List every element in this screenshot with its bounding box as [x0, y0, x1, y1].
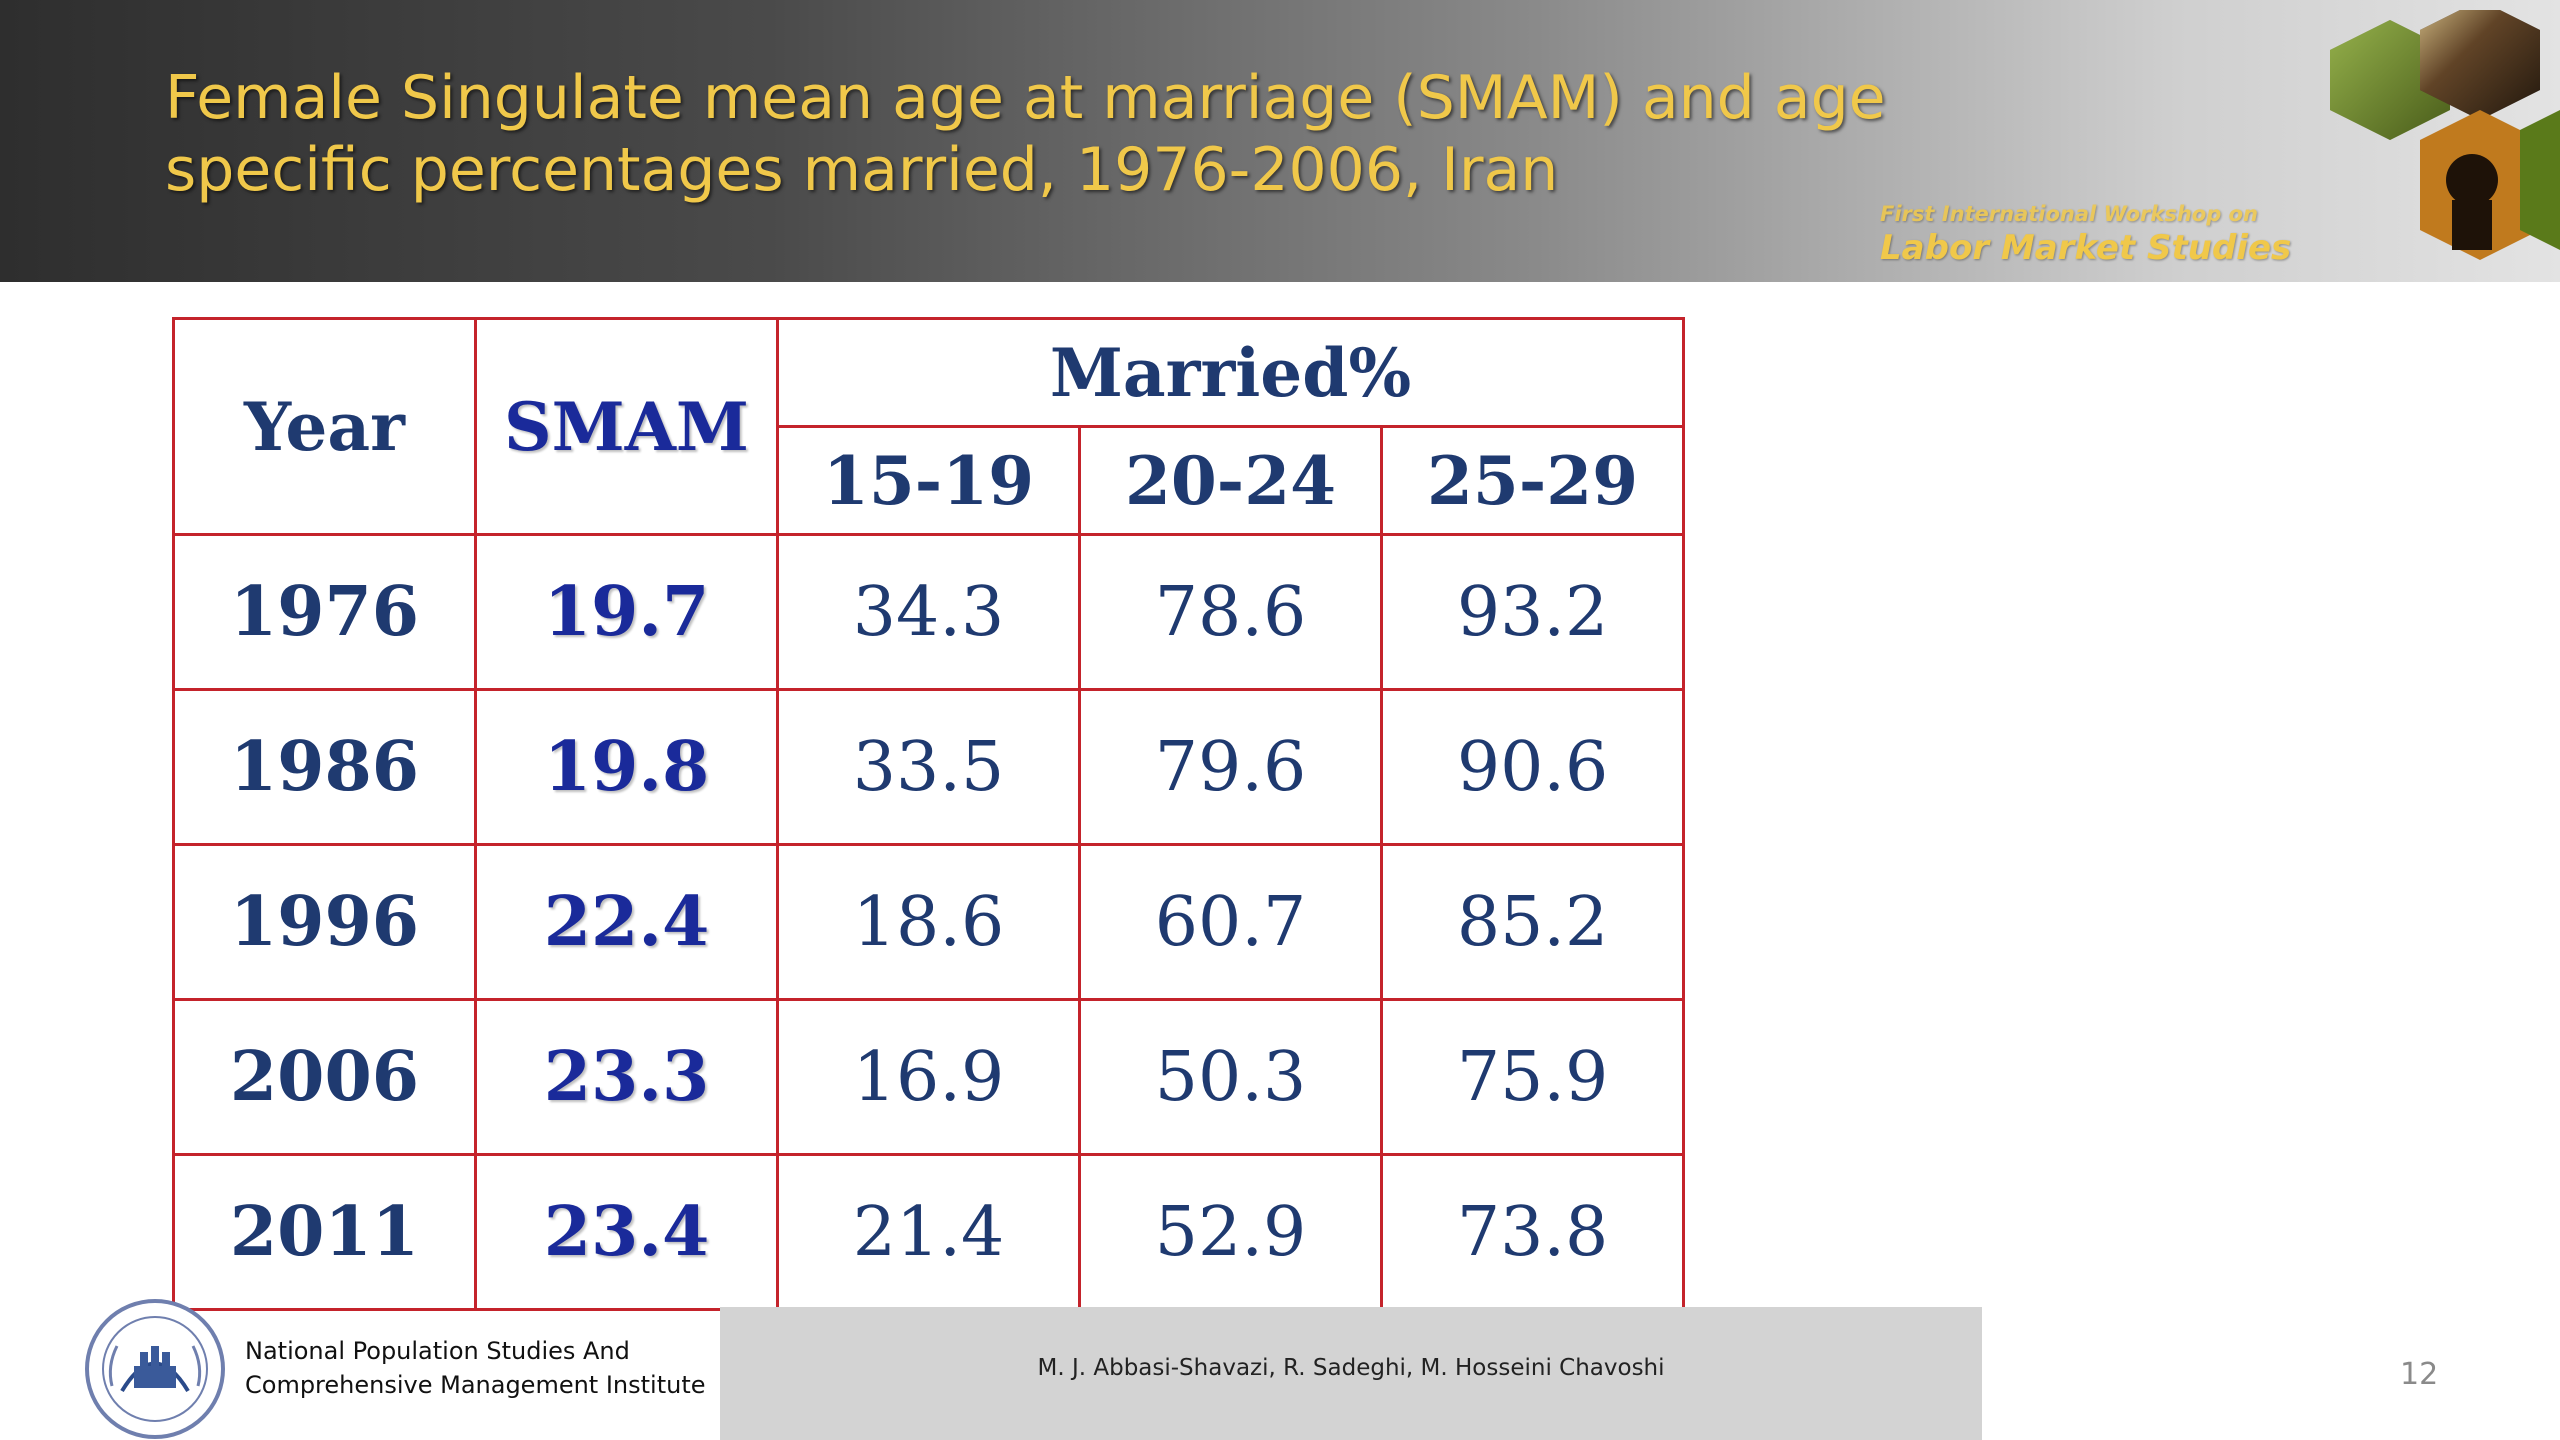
year-cell: 1986 [172, 688, 477, 846]
married-15-19-cell: 34.3 [776, 533, 1081, 691]
married-20-24-cell: 50.3 [1078, 998, 1383, 1156]
table-row: 1986 19.8 33.5 79.6 90.6 [172, 688, 1686, 846]
year-cell: 2006 [172, 998, 477, 1156]
married-15-19-cell: 18.6 [776, 843, 1081, 1001]
institute-name: National Population Studies And Comprehe… [245, 1334, 706, 1402]
year-cell: 2011 [172, 1153, 477, 1311]
workshop-banner-image [2330, 10, 2560, 260]
authors-credit: M. J. Abbasi-Shavazi, R. Sadeghi, M. Hos… [1037, 1355, 1665, 1381]
page-number: 12 [2400, 1357, 2439, 1392]
married-percent-header: Married% [775, 317, 1686, 428]
smam-cell: 22.4 [474, 843, 779, 1001]
smam-cell: 23.3 [474, 998, 779, 1156]
married-25-29-cell: 90.6 [1379, 688, 1686, 846]
table-row: 1976 19.7 34.3 78.6 93.2 [172, 533, 1686, 691]
age-group-header: 20-24 [1078, 425, 1383, 536]
married-25-29-cell: 75.9 [1379, 998, 1686, 1156]
year-cell: 1976 [172, 533, 477, 691]
workshop-label-line-1: First International Workshop on [1880, 202, 2258, 226]
age-group-header: 25-29 [1379, 425, 1686, 536]
smam-table: Year SMAM Married% 15-19 20-24 25-29 197… [172, 317, 1686, 1311]
married-20-24-cell: 79.6 [1078, 688, 1383, 846]
married-25-29-cell: 73.8 [1379, 1153, 1686, 1311]
slide-title: Female Singulate mean age at marriage (S… [165, 62, 1925, 206]
smam-cell: 19.8 [474, 688, 779, 846]
slide-title-line-2: specific percentages married, 1976-2006,… [165, 135, 1559, 205]
married-20-24-cell: 52.9 [1078, 1153, 1383, 1311]
married-15-19-cell: 33.5 [776, 688, 1081, 846]
institute-logo-icon [85, 1299, 225, 1439]
married-20-24-cell: 78.6 [1078, 533, 1383, 691]
slide-title-line-1: Female Singulate mean age at marriage (S… [165, 63, 1886, 133]
married-25-29-cell: 93.2 [1379, 533, 1686, 691]
age-group-header: 15-19 [776, 425, 1081, 536]
married-15-19-cell: 21.4 [776, 1153, 1081, 1311]
institute-name-line-1: National Population Studies And [245, 1337, 630, 1365]
smam-cell: 23.4 [474, 1153, 779, 1311]
smam-cell: 19.7 [474, 533, 779, 691]
table-row: 1996 22.4 18.6 60.7 85.2 [172, 843, 1686, 1001]
table-row: 2011 23.4 21.4 52.9 73.8 [172, 1153, 1686, 1311]
institute-name-line-2: Comprehensive Management Institute [245, 1371, 706, 1399]
header-band [0, 0, 2560, 282]
year-cell: 1996 [172, 843, 477, 1001]
workshop-label: First International Workshop on Labor Ma… [1880, 202, 2350, 268]
smam-header: SMAM [474, 317, 779, 536]
married-25-29-cell: 85.2 [1379, 843, 1686, 1001]
footer-bar [720, 1307, 1982, 1440]
workshop-label-line-2: Labor Market Studies [1880, 228, 2292, 268]
table-row: 2006 23.3 16.9 50.3 75.9 [172, 998, 1686, 1156]
married-15-19-cell: 16.9 [776, 998, 1081, 1156]
married-20-24-cell: 60.7 [1078, 843, 1383, 1001]
year-header: Year [172, 317, 477, 536]
green-hex-image [2520, 110, 2560, 250]
